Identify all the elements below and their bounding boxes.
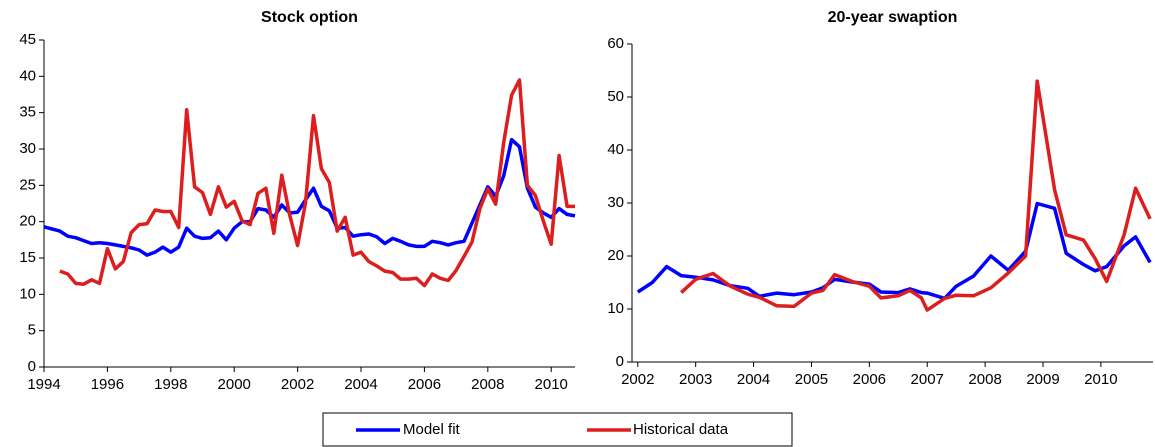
y-tick-label: 15 bbox=[19, 249, 36, 266]
y-tick-label: 45 bbox=[19, 31, 36, 48]
chart-title: Stock option bbox=[261, 9, 358, 26]
y-tick-label: 30 bbox=[19, 140, 36, 157]
y-tick-label: 50 bbox=[607, 88, 624, 105]
x-tick-label: 2004 bbox=[344, 376, 377, 393]
data-line bbox=[59, 78, 575, 288]
x-tick-label: 2008 bbox=[471, 376, 504, 393]
y-tick-label: 10 bbox=[19, 285, 36, 302]
x-tick-label: 2002 bbox=[621, 371, 654, 388]
x-tick-label: 2007 bbox=[911, 371, 944, 388]
y-tick-label: 5 bbox=[28, 322, 36, 339]
y-tick-label: 25 bbox=[19, 176, 36, 193]
x-tick-label: 2008 bbox=[968, 371, 1001, 388]
x-tick-label: 2003 bbox=[679, 371, 712, 388]
x-tick-label: 2006 bbox=[853, 371, 886, 388]
chart-title: 20-year swaption bbox=[828, 9, 958, 26]
x-tick-label: 2000 bbox=[218, 376, 251, 393]
x-tick-label: 2002 bbox=[281, 376, 314, 393]
x-tick-label: 1998 bbox=[154, 376, 187, 393]
data-line bbox=[636, 201, 1152, 301]
y-tick-label: 20 bbox=[19, 213, 36, 230]
x-tick-label: 2005 bbox=[795, 371, 828, 388]
legend-box bbox=[322, 412, 793, 447]
y-tick-label: 35 bbox=[19, 104, 36, 121]
y-tick-label: 40 bbox=[607, 141, 624, 158]
x-tick-label: 2009 bbox=[1026, 371, 1059, 388]
y-tick-label: 60 bbox=[607, 35, 624, 52]
y-tick-label: 40 bbox=[19, 67, 36, 84]
x-tick-label: 2010 bbox=[1084, 371, 1117, 388]
x-tick-label: 2010 bbox=[535, 376, 568, 393]
y-tick-label: 30 bbox=[607, 194, 624, 211]
data-line bbox=[680, 79, 1152, 312]
x-tick-label: 2006 bbox=[408, 376, 441, 393]
y-tick-label: 0 bbox=[28, 358, 36, 375]
y-tick-label: 10 bbox=[607, 300, 624, 317]
y-tick-label: 20 bbox=[607, 247, 624, 264]
y-tick-label: 0 bbox=[616, 353, 624, 370]
legend-label: Model fit bbox=[403, 421, 461, 438]
legend-label: Historical data bbox=[633, 421, 729, 438]
x-tick-label: 1996 bbox=[91, 376, 124, 393]
x-tick-label: 2004 bbox=[737, 371, 770, 388]
x-tick-label: 1994 bbox=[27, 376, 60, 393]
